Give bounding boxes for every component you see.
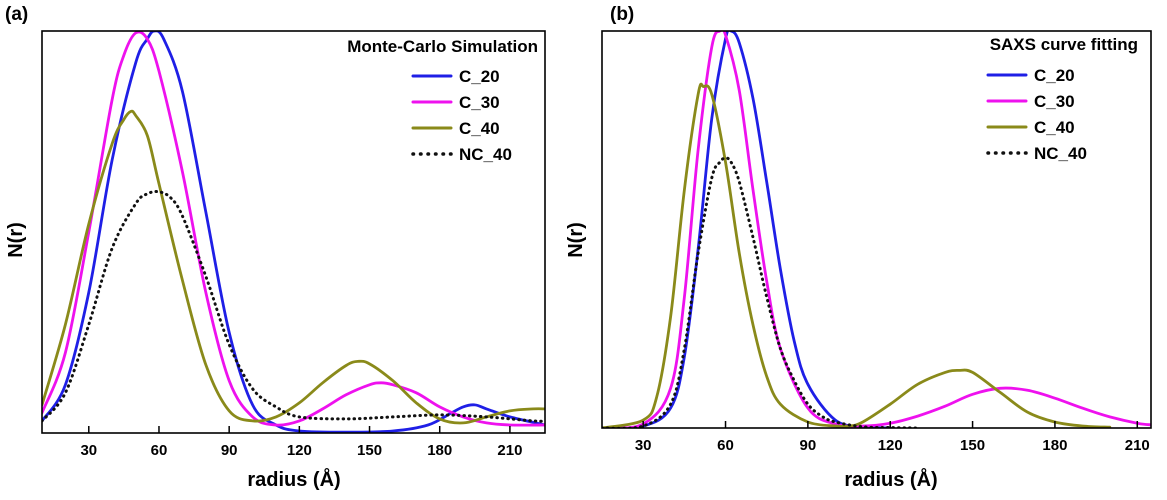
x-tick-label: 30 xyxy=(635,437,652,454)
y-axis-title-a: N(r) xyxy=(5,222,27,258)
series-line-c-40 xyxy=(602,82,1112,428)
chart-panel-a: (a) N(r) radius (Å) Monte-Carlo Simulati… xyxy=(5,4,546,491)
x-axis-title-b: radius (Å) xyxy=(844,467,937,491)
x-tick-label: 210 xyxy=(497,442,522,459)
x-axis-title-a: radius (Å) xyxy=(247,467,340,491)
x-tick-label: 90 xyxy=(800,437,817,454)
x-tick-label: 180 xyxy=(1042,437,1067,454)
legend-label-c-20: C_20 xyxy=(1034,66,1075,85)
x-tick-label: 120 xyxy=(287,442,312,459)
legend-label-c-40: C_40 xyxy=(1034,118,1075,137)
chart-panel-b: (b) N(r) radius (Å) SAXS curve fitting 3… xyxy=(565,4,1152,491)
x-tick-label: 120 xyxy=(878,437,903,454)
x-tick-label: 210 xyxy=(1125,437,1150,454)
plot-frame-a xyxy=(41,30,546,434)
legend-label-nc-40: NC_40 xyxy=(1034,144,1087,163)
legend-label-c-20: C_20 xyxy=(459,67,500,86)
legend-label-nc-40: NC_40 xyxy=(459,145,512,164)
series-line-c-20 xyxy=(42,31,545,433)
series-line-nc-40 xyxy=(42,190,545,423)
x-tick-label: 30 xyxy=(80,442,97,459)
plot-frame-b xyxy=(601,30,1152,429)
legend-label-c-30: C_30 xyxy=(1034,92,1075,111)
series-line-c-20 xyxy=(602,31,892,428)
panel-label-a: (a) xyxy=(5,4,28,25)
legend-title-a: Monte-Carlo Simulation xyxy=(347,37,538,56)
x-tick-label: 180 xyxy=(427,442,452,459)
legend-title-b: SAXS curve fitting xyxy=(990,35,1138,54)
x-tick-label: 150 xyxy=(960,437,985,454)
series-line-c-40 xyxy=(42,109,545,425)
x-tick-label: 90 xyxy=(221,442,238,459)
legend-label-c-30: C_30 xyxy=(459,93,500,112)
x-tick-label: 150 xyxy=(357,442,382,459)
series-line-c-30 xyxy=(602,31,1151,428)
y-axis-title-b: N(r) xyxy=(565,222,587,258)
series-line-nc-40 xyxy=(602,156,920,428)
x-tick-label: 60 xyxy=(151,442,168,459)
series-line-c-30 xyxy=(42,31,545,427)
x-tick-label: 60 xyxy=(717,437,734,454)
legend-label-c-40: C_40 xyxy=(459,119,500,138)
panel-label-b: (b) xyxy=(610,4,634,25)
